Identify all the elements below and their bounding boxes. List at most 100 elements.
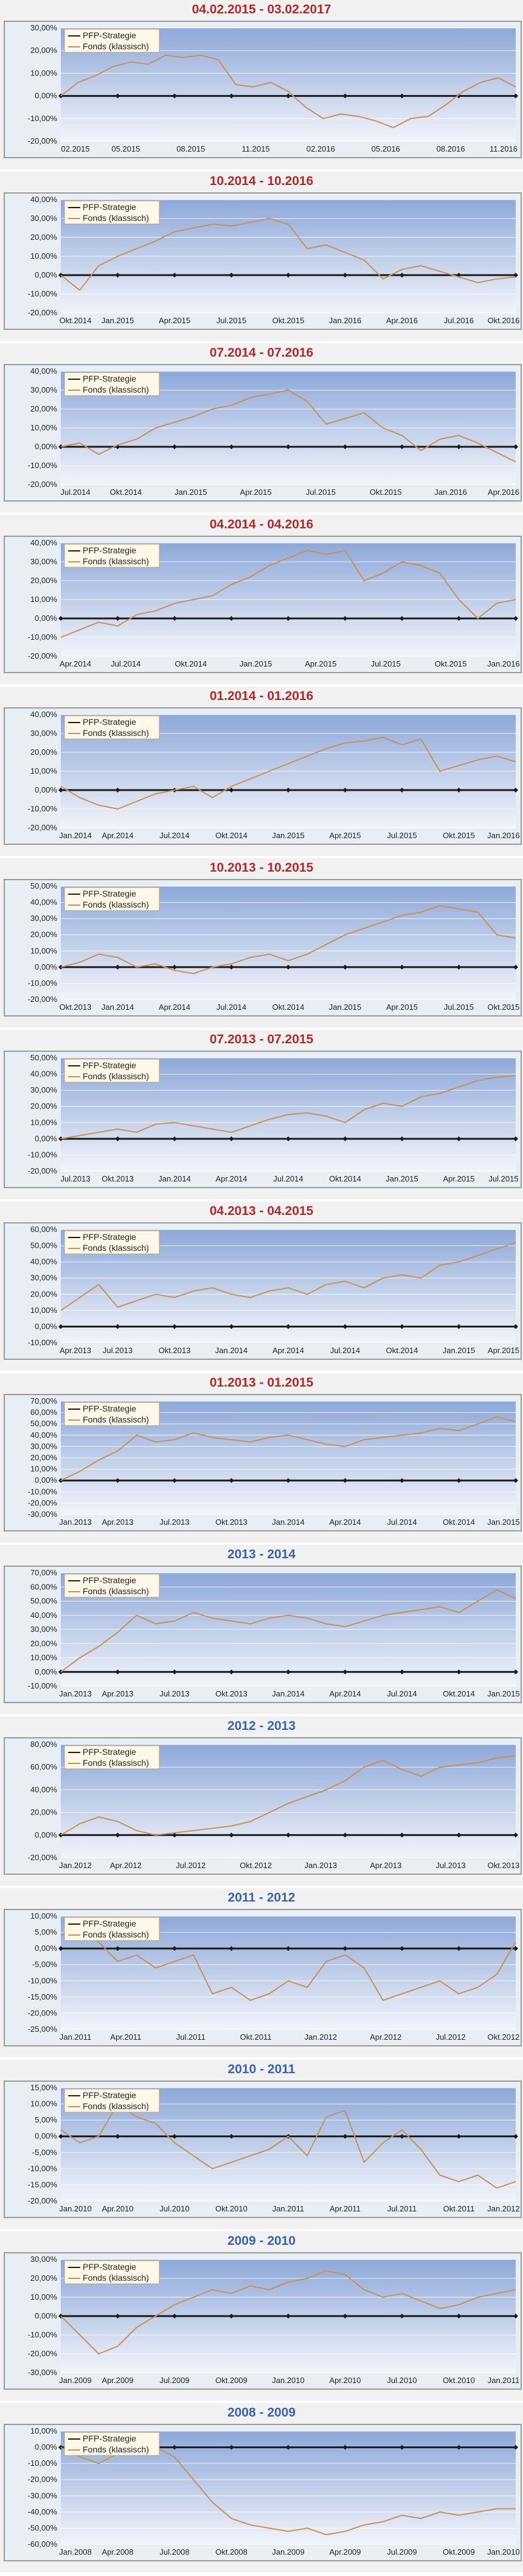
chart-title: 2009 - 2010 xyxy=(227,2234,296,2248)
series-marker-pfp xyxy=(286,93,291,99)
series-marker-pfp xyxy=(172,964,177,970)
line-chart: 80,00%60,00%40,00%20,00%0,00%-20,00%Jan.… xyxy=(28,1740,520,1870)
x-tick-label: Okt.2015 xyxy=(370,488,402,497)
chart-panel: 10.2013 - 10.2015 50,00% 40,00% 30,00% 20,00… xyxy=(0,858,523,1027)
x-tick-label: Okt.2013 xyxy=(60,1003,92,1012)
y-tick-label: -40,00% xyxy=(28,2507,58,2516)
legend-box xyxy=(64,1402,160,1426)
y-tick-label: -30,00% xyxy=(28,2368,58,2377)
y-tick-label: -50,00% xyxy=(28,2523,58,2532)
series-line-fonds xyxy=(60,1416,516,1482)
x-tick-label: Jan.2016 xyxy=(487,831,520,840)
y-tick-label: -5,00% xyxy=(32,2147,58,2157)
x-tick-label: Jul.2013 xyxy=(159,1689,189,1698)
series-marker-pfp xyxy=(286,444,291,449)
series-marker-pfp xyxy=(286,1136,291,1141)
series-marker-pfp xyxy=(400,788,404,793)
x-tick-label: Apr.2015 xyxy=(488,1346,519,1355)
x-tick-label: Okt.2014 xyxy=(443,1689,475,1698)
series-marker-pfp xyxy=(172,1478,177,1483)
legend-label-fonds: Fonds (klassisch) xyxy=(83,41,149,51)
x-tick-label: Jan.2014 xyxy=(272,1689,305,1698)
x-tick-label: Jul.2015 xyxy=(216,316,246,325)
x-tick-label: Apr.2013 xyxy=(370,1861,401,1870)
series-marker-pfp xyxy=(513,616,518,621)
series-marker-pfp xyxy=(400,444,404,449)
series-line-fonds xyxy=(60,1075,516,1139)
series-marker-pfp xyxy=(172,93,177,99)
y-tick-label: -30,00% xyxy=(28,2491,58,2500)
y-tick-label: 10,00% xyxy=(30,1653,58,1662)
x-tick-label: Okt.2015 xyxy=(272,316,305,325)
legend-box xyxy=(64,1745,160,1769)
chart-title: 2013 - 2014 xyxy=(227,1547,296,1561)
series-marker-pfp xyxy=(229,1946,234,1951)
x-tick-label: Okt.2015 xyxy=(435,659,467,668)
y-tick-label: 20,00% xyxy=(30,46,58,55)
y-tick-label: -5,00% xyxy=(32,1960,58,1969)
y-tick-label: 30,00% xyxy=(30,385,58,394)
series-marker-pfp xyxy=(400,2133,404,2139)
series-marker-pfp xyxy=(286,616,291,621)
legend-label-pfp: PFP-Strategie xyxy=(83,30,136,40)
chart-title: 10.2013 - 10.2015 xyxy=(209,861,314,875)
legend-label-fonds: Fonds (klassisch) xyxy=(83,900,149,909)
y-tick-label: 0,00% xyxy=(35,1321,57,1331)
series-marker-pfp xyxy=(172,1832,177,1838)
line-chart: 40,00% 30,00% 20,00% 10,00% 0,00% -10,00% -20,… xyxy=(28,195,520,325)
y-tick-label: 0,00% xyxy=(35,2443,57,2452)
line-chart: 30,00%20,00%10,00%0,00%-10,00%-20,00%02.… xyxy=(28,23,518,153)
y-tick-label: 40,00% xyxy=(30,1785,58,1794)
series-line-fonds xyxy=(60,2270,516,2354)
legend-label-pfp: PFP-Strategie xyxy=(83,717,136,727)
series-marker-pfp xyxy=(456,1136,462,1141)
x-tick-label: Okt.2013 xyxy=(102,1174,134,1183)
series-marker-pfp xyxy=(513,788,518,793)
line-chart: 70,00% 60,00% 50,00% 40,00%30,00% 20,00% 10,0… xyxy=(28,1396,520,1527)
y-tick-label: 10,00% xyxy=(30,251,58,261)
series-marker-pfp xyxy=(58,2445,63,2450)
x-tick-label: Jul.2015 xyxy=(387,831,417,840)
plot-frame: 10,00% 5,00% 0,00% -5,00% -10,00% -15,00% -20,… xyxy=(4,1909,522,2046)
y-tick-label: 30,00% xyxy=(30,1441,58,1451)
x-tick-label: Okt.2014 xyxy=(175,659,207,668)
series-marker-pfp xyxy=(342,1946,348,1951)
series-marker-pfp xyxy=(229,964,234,970)
legend-box xyxy=(64,1573,160,1598)
plot-frame: 15,00% 10,00% 5,00% 0,00% -5,00% -10,00% -15,0… xyxy=(4,2081,522,2218)
y-tick-label: 30,00% xyxy=(30,1085,58,1094)
chart-panel: 2009 - 2010 30,00% 20,00% 10,00% 0,00% -10,00… xyxy=(0,2231,523,2401)
series-marker-pfp xyxy=(513,2133,518,2139)
series-marker-pfp xyxy=(229,1324,234,1329)
x-tick-label: Jan.2013 xyxy=(59,1517,92,1527)
series-marker-pfp xyxy=(58,2133,63,2139)
series-marker-pfp xyxy=(400,1946,404,1951)
series-marker-pfp xyxy=(286,964,291,970)
y-tick-label: 0,00% xyxy=(35,1830,57,1839)
series-marker-pfp xyxy=(513,964,518,970)
y-tick-label: -20,00% xyxy=(28,480,58,489)
series-marker-pfp xyxy=(115,964,120,970)
series-marker-pfp xyxy=(229,273,234,278)
series-marker-pfp xyxy=(342,1478,348,1483)
series-line-fonds xyxy=(60,390,516,463)
y-tick-label: 30,00% xyxy=(30,729,58,738)
y-tick-label: -10,00% xyxy=(28,2164,58,2173)
y-tick-label: 80,00% xyxy=(30,1740,58,1749)
plot-frame: 10,00% 0,00% -10,00% -20,00% -30,00% -40,00% -… xyxy=(4,2424,522,2561)
series-marker-pfp xyxy=(456,1324,462,1329)
chart-panel: 2008 - 2009 10,00% 0,00% -10,00% -20,00% -30,… xyxy=(0,2403,523,2572)
y-tick-label: 10,00% xyxy=(30,1911,58,1920)
series-marker-pfp xyxy=(456,1669,462,1675)
y-tick-label: 0,00% xyxy=(35,2132,57,2141)
x-tick-label: Apr.2014 xyxy=(329,1517,361,1527)
x-tick-label: Apr.2014 xyxy=(102,831,133,840)
y-tick-label: 0,00% xyxy=(35,785,57,794)
legend-label-pfp: PFP-Strategie xyxy=(83,889,136,898)
series-marker-pfp xyxy=(172,2445,177,2450)
series-marker-pfp xyxy=(400,273,404,278)
legend-label-fonds: Fonds (klassisch) xyxy=(83,1071,149,1081)
